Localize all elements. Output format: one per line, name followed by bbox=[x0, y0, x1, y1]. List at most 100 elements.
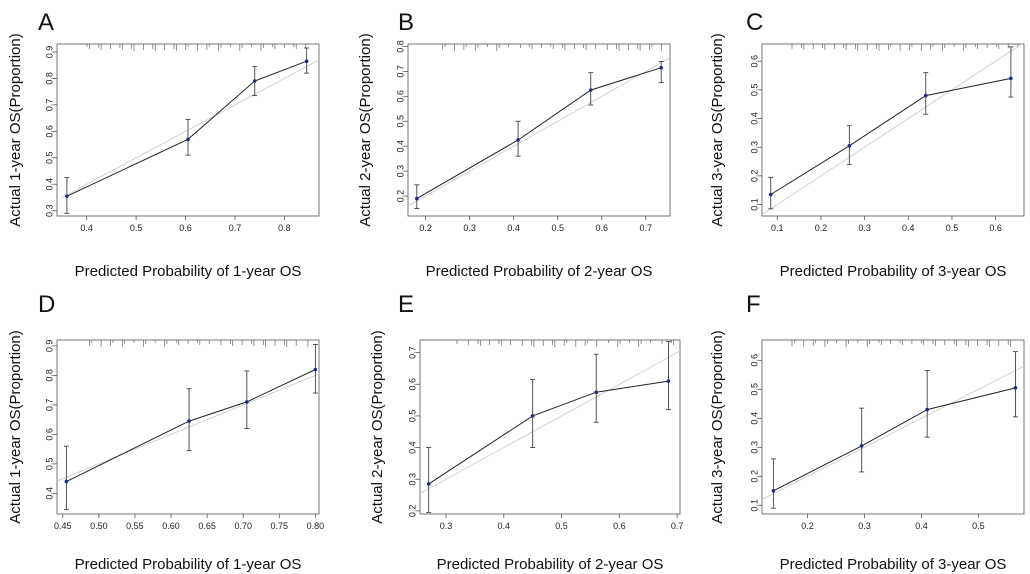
top-rug bbox=[791, 44, 1018, 51]
y-tick-label: 0.6 bbox=[44, 125, 54, 138]
y-axis-label: Actual 2-year OS(Proportion) bbox=[357, 33, 374, 226]
data-point bbox=[187, 419, 191, 423]
y-axis-label: Actual 3-year OS(Proportion) bbox=[709, 33, 726, 226]
error-bar bbox=[426, 447, 432, 513]
x-tick-label: 0.4 bbox=[507, 223, 520, 233]
data-point bbox=[313, 367, 318, 372]
y-tick-label: 0.3 bbox=[407, 473, 417, 486]
y-axis-label: Actual 1-year OS(Proportion) bbox=[7, 330, 24, 523]
y-tick-label: 0.5 bbox=[749, 84, 759, 97]
error-bar bbox=[1012, 351, 1018, 418]
y-tick-label: 0.5 bbox=[395, 115, 405, 128]
ideal-reference-line bbox=[407, 57, 671, 207]
data-point bbox=[666, 379, 671, 383]
panel-D: D 0.45 0.50 0.55 0.60 0.65 0.70 0.75 0.80 0.4 0.5 0… bbox=[7, 291, 324, 573]
observed-line bbox=[428, 380, 669, 485]
x-tick-label: 0.6 bbox=[179, 223, 192, 233]
y-tick-label: 0.6 bbox=[44, 428, 54, 441]
error-bar bbox=[63, 445, 69, 511]
y-tick-label: 0.1 bbox=[749, 198, 759, 211]
top-rug bbox=[89, 340, 309, 347]
panel-letter: A bbox=[38, 9, 54, 36]
panel-B: B 0.2 0.3 0.4 0.5 0.6 0.7 0.2 0.3 0.4 0.5 0.6 0.7 0.8… bbox=[357, 9, 671, 280]
top-rug bbox=[456, 340, 675, 347]
y-tick-label: 0.8 bbox=[44, 72, 54, 85]
data-point bbox=[1009, 76, 1013, 81]
plot-frame bbox=[407, 43, 671, 217]
error-bar bbox=[185, 118, 191, 156]
x-tick-label: 0.75 bbox=[271, 521, 289, 531]
error-bar bbox=[658, 60, 664, 84]
top-rug bbox=[791, 340, 1011, 347]
data-point bbox=[659, 65, 663, 70]
y-tick-label: 0.6 bbox=[395, 90, 405, 103]
y-tick-label: 0.4 bbox=[749, 412, 759, 425]
error-bar bbox=[770, 458, 776, 509]
y-tick-label: 0.2 bbox=[395, 190, 405, 203]
x-tick-label: 0.7 bbox=[671, 521, 684, 531]
error-bar bbox=[859, 407, 865, 473]
error-bar bbox=[244, 370, 250, 429]
x-tick-label: 0.4 bbox=[915, 521, 928, 531]
data-point bbox=[1013, 386, 1018, 390]
y-tick-label: 0.3 bbox=[749, 141, 759, 154]
y-tick-label: 0.5 bbox=[44, 152, 54, 165]
data-point bbox=[923, 93, 928, 98]
x-tick-label: 0.5 bbox=[551, 223, 564, 233]
x-tick-label: 0.8 bbox=[278, 223, 291, 233]
y-tick-label: 0.7 bbox=[44, 399, 54, 412]
panel-letter: B bbox=[398, 9, 414, 36]
data-point bbox=[245, 400, 249, 404]
y-tick-label: 0.5 bbox=[407, 410, 417, 423]
y-tick-label: 0.3 bbox=[395, 165, 405, 178]
ideal-reference-line bbox=[761, 365, 1025, 500]
x-tick-label: 0.6 bbox=[595, 223, 608, 233]
panel-E: E 0.3 0.4 0.5 0.6 0.7 0.2 0.3 0.4 0.5 0.6 0.7 Predic… bbox=[369, 291, 683, 573]
top-rug bbox=[442, 44, 662, 51]
y-tick-label: 0.6 bbox=[749, 55, 759, 68]
x-tick-label: 0.80 bbox=[307, 521, 325, 531]
data-point bbox=[516, 138, 520, 142]
observed-line bbox=[66, 369, 316, 483]
data-point bbox=[186, 137, 190, 142]
ideal-reference-line bbox=[419, 350, 681, 494]
observed-line bbox=[66, 60, 307, 197]
error-bar bbox=[530, 379, 536, 449]
data-point bbox=[588, 88, 593, 92]
y-tick-label: 0.5 bbox=[44, 458, 54, 471]
x-tick-label: 0.1 bbox=[771, 223, 784, 233]
data-point bbox=[847, 143, 852, 148]
x-tick-label: 0.65 bbox=[198, 521, 216, 531]
data-point bbox=[768, 192, 773, 197]
y-tick-label: 0.4 bbox=[749, 112, 759, 125]
x-tick-label: 0.60 bbox=[162, 521, 180, 531]
x-tick-label: 0.4 bbox=[902, 223, 915, 233]
x-tick-label: 0.4 bbox=[498, 521, 511, 531]
x-tick-label: 0.45 bbox=[54, 521, 72, 531]
panel-F: F 0.2 0.3 0.4 0.5 0.1 0.2 0.3 0.4 0.5 0.6 Predicted… bbox=[709, 291, 1025, 573]
observed-line bbox=[770, 77, 1011, 195]
y-tick-label: 0.6 bbox=[749, 354, 759, 367]
data-point bbox=[594, 390, 599, 395]
error-bar bbox=[1008, 46, 1014, 98]
data-point bbox=[925, 407, 929, 412]
data-point bbox=[252, 79, 257, 83]
observed-line bbox=[416, 67, 662, 200]
y-tick-label: 0.4 bbox=[44, 178, 54, 191]
y-axis-label: Actual 1-year OS(Proportion) bbox=[7, 33, 24, 226]
panel-letter: C bbox=[746, 9, 763, 36]
x-tick-label: 0.3 bbox=[463, 223, 476, 233]
x-tick-label: 0.5 bbox=[946, 223, 959, 233]
data-point bbox=[426, 482, 431, 486]
error-bar bbox=[665, 341, 671, 411]
x-axis-label: Predicted Probability of 3-year OS bbox=[780, 556, 1007, 573]
data-point bbox=[771, 489, 776, 493]
y-axis-label: Actual 2-year OS(Proportion) bbox=[369, 330, 386, 523]
y-tick-label: 0.2 bbox=[749, 170, 759, 183]
ideal-reference-line bbox=[56, 373, 320, 482]
x-tick-label: 0.70 bbox=[234, 521, 252, 531]
x-axis-label: Predicted Probability of 1-year OS bbox=[75, 556, 302, 573]
x-tick-label: 0.5 bbox=[972, 521, 985, 531]
y-tick-label: 0.9 bbox=[44, 340, 54, 353]
data-point bbox=[304, 59, 309, 63]
